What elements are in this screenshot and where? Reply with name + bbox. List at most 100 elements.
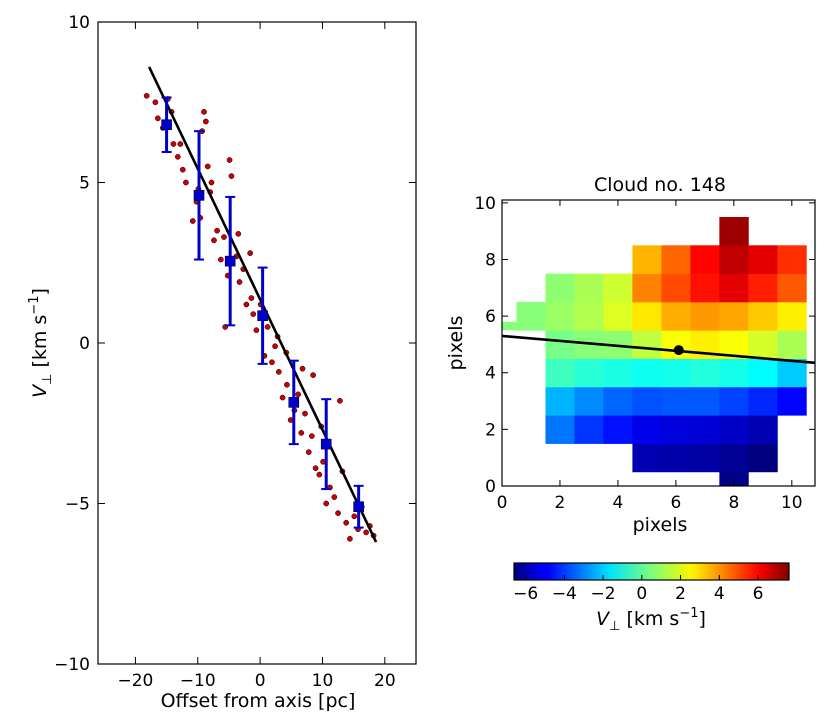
heatmap-cell — [574, 273, 604, 303]
heatmap-cell — [574, 386, 604, 416]
heatmap-cell — [632, 443, 662, 473]
heatmap-cell — [603, 415, 633, 444]
heatmap-cell — [661, 443, 691, 473]
heatmap-cell — [632, 301, 662, 331]
y-tick-label: −10 — [54, 655, 90, 675]
data-point — [323, 500, 330, 507]
data-point — [279, 394, 286, 401]
heatmap-axes-frame — [501, 199, 816, 487]
binned-means — [161, 96, 364, 529]
colorbar-tick-label: 6 — [753, 584, 764, 604]
heatmap-cell — [748, 415, 778, 444]
heatmap-cell — [690, 301, 720, 331]
data-point — [211, 237, 217, 244]
data-point — [335, 510, 341, 516]
colorbar-gradient — [513, 562, 790, 581]
data-point — [247, 250, 253, 256]
heatmap-center-point — [673, 345, 684, 356]
heatmap-cell — [545, 330, 575, 359]
y-tick-label: 10 — [474, 194, 496, 214]
colorbar-tick-label: −6 — [513, 584, 538, 604]
heatmap-cell — [632, 386, 662, 416]
data-point — [155, 115, 161, 122]
data-point — [363, 529, 369, 536]
heatmap-cell — [574, 301, 604, 331]
heatmap-fit-line — [501, 334, 816, 365]
heatmap-cell — [690, 415, 720, 444]
heatmap-cell — [661, 386, 691, 416]
heatmap-cell — [719, 415, 749, 444]
data-point — [298, 430, 305, 436]
scatter-y-label: V⊥ [km s−1] — [27, 288, 55, 398]
heatmap-cell — [719, 443, 749, 473]
data-point — [243, 301, 250, 308]
heatmap-cell — [719, 245, 749, 275]
heatmap-cell — [603, 273, 633, 303]
heatmap-cell — [545, 415, 575, 444]
heatmap-cell — [632, 415, 662, 444]
data-point — [179, 166, 186, 173]
x-tick-label: 10 — [312, 671, 334, 691]
heatmap-cell — [748, 443, 778, 473]
heatmap-cell — [632, 358, 662, 388]
heatmap-cell — [603, 301, 633, 331]
heatmap-cell — [777, 273, 807, 303]
heatmap-cell — [545, 301, 575, 331]
data-point — [302, 410, 308, 417]
x-tick-label: 6 — [670, 493, 681, 513]
data-point — [217, 256, 224, 263]
data-point — [337, 397, 343, 404]
heatmap-cell — [748, 245, 778, 275]
heatmap-cell — [545, 386, 575, 416]
binned-mean-marker — [161, 119, 172, 131]
data-point — [253, 327, 260, 334]
data-point — [299, 365, 306, 372]
heatmap-cell — [690, 386, 720, 416]
scatter-panel: −20 −10 0 10 20 −10 −5 0 5 10 Offset from axis [p… — [27, 13, 417, 712]
data-point — [221, 234, 227, 240]
heatmap-cell — [777, 301, 807, 331]
heatmap-ticks: 0 2 4 6 8 10 0 2 4 6 8 10 — [474, 194, 815, 513]
colorbar-ticks: −6 −4 −2 0 2 4 6 — [513, 575, 763, 604]
colorbar-tick-label: 4 — [714, 584, 725, 604]
y-tick-label: 8 — [485, 250, 496, 270]
heatmap-cell — [719, 273, 749, 303]
data-point — [351, 513, 358, 520]
colorbar-tick-label: −2 — [591, 584, 616, 604]
heatmap-cell — [748, 358, 778, 388]
fit-line — [501, 334, 816, 365]
colorbar-tick-label: −4 — [552, 584, 577, 604]
data-point — [347, 535, 353, 542]
y-tick-label: 5 — [79, 174, 90, 194]
heatmap-cell — [603, 358, 633, 388]
x-tick-label: −10 — [180, 671, 216, 691]
data-point — [177, 141, 184, 147]
data-point — [264, 324, 271, 330]
x-tick-label: 2 — [555, 493, 566, 513]
data-point — [284, 381, 290, 388]
binned-mean-marker — [193, 190, 205, 201]
heatmap-x-label: pixels — [633, 514, 688, 536]
x-tick-label: 4 — [613, 493, 624, 513]
heatmap-cell — [748, 301, 778, 331]
heatmap-cell — [661, 415, 691, 444]
data-point — [312, 465, 319, 472]
y-tick-label: 2 — [485, 420, 496, 440]
colorbar-tick-label: 2 — [675, 584, 686, 604]
binned-mean-marker — [320, 438, 332, 450]
heatmap-cell — [632, 330, 662, 359]
data-point — [295, 391, 302, 398]
heatmap-cell — [661, 245, 691, 275]
colorbar: −6 −4 −2 0 2 4 6 V⊥ [km s−1] — [513, 562, 790, 634]
heatmap-cell — [632, 273, 662, 303]
scatter-ticks: −20 −10 0 10 20 −10 −5 0 5 10 — [54, 13, 416, 691]
heatmap-cell — [545, 358, 575, 388]
scatter-x-label: Offset from axis [pc] — [161, 690, 356, 712]
heatmap-cell — [690, 358, 720, 388]
data-point — [204, 163, 211, 170]
heatmap-cell — [603, 386, 633, 416]
heatmap-cell — [690, 273, 720, 303]
data-point — [269, 359, 275, 366]
data-point — [331, 494, 338, 500]
x-tick-label: 20 — [374, 671, 396, 691]
